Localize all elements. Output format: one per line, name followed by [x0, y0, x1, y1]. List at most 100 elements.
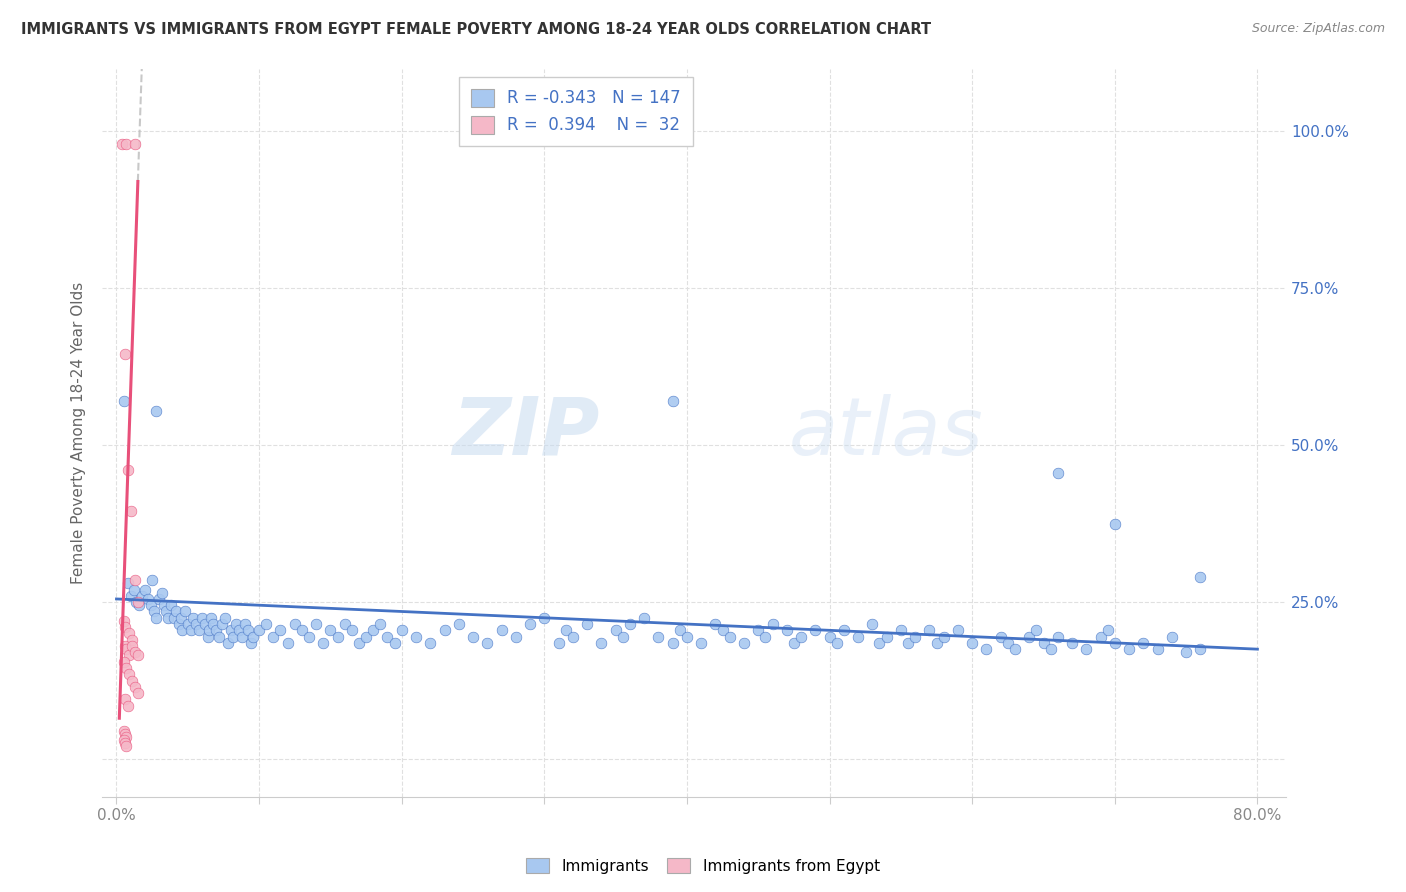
Point [711, 624, 734, 638]
Point [447, 617, 470, 632]
Point [519, 617, 541, 632]
Point [876, 630, 898, 644]
Point [114, 736, 136, 750]
Point [145, 611, 167, 625]
Point [690, 636, 713, 650]
Point [159, 598, 181, 612]
Point [897, 636, 920, 650]
Point [242, 630, 264, 644]
Point [790, 630, 813, 644]
Point [405, 630, 427, 644]
Point [127, 648, 149, 663]
Point [155, 605, 177, 619]
Point [115, 642, 138, 657]
Point [605, 624, 627, 638]
Point [121, 639, 143, 653]
Text: ZIP: ZIP [451, 393, 599, 472]
Point [219, 624, 242, 638]
Point [347, 636, 370, 650]
Point [825, 636, 848, 650]
Point [783, 636, 806, 650]
Point [904, 630, 927, 644]
Point [117, 463, 139, 477]
Point [461, 630, 484, 644]
Point [1039, 642, 1062, 657]
Point [997, 636, 1019, 650]
Point [145, 403, 167, 417]
Point [1046, 630, 1069, 644]
Point [208, 630, 231, 644]
Point [718, 630, 741, 644]
Point [269, 624, 291, 638]
Point [121, 632, 143, 647]
Point [127, 686, 149, 700]
Legend: Immigrants, Immigrants from Egypt: Immigrants, Immigrants from Egypt [520, 852, 886, 880]
Point [134, 582, 156, 597]
Point [846, 630, 869, 644]
Point [141, 573, 163, 587]
Point [131, 589, 153, 603]
Point [946, 624, 969, 638]
Point [177, 617, 200, 632]
Point [932, 630, 955, 644]
Point [326, 630, 349, 644]
Point [228, 624, 250, 638]
Point [754, 630, 776, 644]
Point [1018, 630, 1040, 644]
Point [312, 636, 335, 650]
Point [561, 630, 583, 644]
Point [419, 636, 441, 650]
Point [818, 630, 841, 644]
Point [118, 626, 141, 640]
Point [142, 605, 165, 619]
Point [676, 630, 699, 644]
Point [186, 617, 208, 632]
Point [120, 589, 142, 603]
Point [661, 394, 683, 409]
Point [298, 630, 321, 644]
Point [117, 698, 139, 713]
Point [148, 591, 170, 606]
Point [1097, 624, 1119, 638]
Point [174, 605, 197, 619]
Point [262, 630, 284, 644]
Point [172, 624, 194, 638]
Point [547, 636, 569, 650]
Point [619, 617, 641, 632]
Point [669, 624, 692, 638]
Point [205, 624, 228, 638]
Point [1118, 642, 1140, 657]
Point [433, 624, 456, 638]
Point [647, 630, 669, 644]
Point [890, 624, 912, 638]
Point [169, 611, 191, 625]
Point [1060, 636, 1083, 650]
Point [202, 617, 225, 632]
Y-axis label: Female Poverty Among 18-24 Year Olds: Female Poverty Among 18-24 Year Olds [72, 282, 86, 583]
Point [200, 611, 222, 625]
Point [231, 630, 253, 644]
Point [225, 617, 247, 632]
Point [761, 617, 783, 632]
Point [333, 617, 356, 632]
Point [612, 630, 634, 644]
Point [115, 730, 138, 744]
Point [747, 624, 769, 638]
Point [112, 655, 135, 669]
Point [1160, 630, 1182, 644]
Point [124, 645, 146, 659]
Point [112, 614, 135, 628]
Point [284, 617, 307, 632]
Point [247, 624, 270, 638]
Point [128, 598, 150, 612]
Point [156, 611, 179, 625]
Point [239, 636, 262, 650]
Point [194, 617, 217, 632]
Point [198, 624, 221, 638]
Point [340, 624, 363, 638]
Point [1189, 570, 1212, 584]
Point [925, 636, 948, 650]
Point [860, 617, 883, 632]
Point [1175, 645, 1198, 659]
Point [124, 573, 146, 587]
